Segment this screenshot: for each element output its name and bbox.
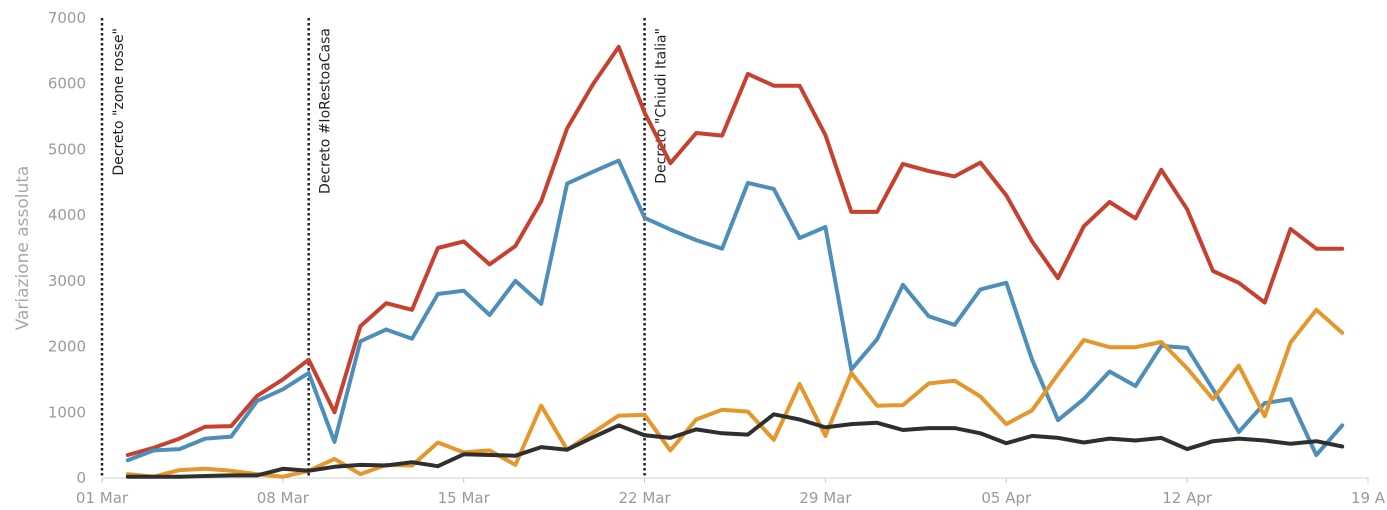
- y-tick-label: 5000: [48, 140, 86, 158]
- x-tick-label: 05 Apr: [981, 489, 1032, 507]
- series-line-2: [125, 158, 1345, 463]
- x-tick-label: 15 Mar: [438, 489, 491, 507]
- y-tick-label: 1000: [48, 403, 86, 421]
- y-axis-ticks: 0 1000 2000 3000 4000 5000 6000 7000: [48, 9, 86, 487]
- series-line-4: [125, 412, 1345, 479]
- x-tick-label: 19 A: [1351, 489, 1386, 507]
- x-axis-ticks: 01 Mar 08 Mar 15 Mar 22 Mar 29 Mar 05 Apr 12 A…: [76, 477, 1386, 507]
- annotation-label: Decreto "zone rosse": [111, 28, 127, 176]
- x-tick-label: 22 Mar: [618, 489, 671, 507]
- y-tick-label: 6000: [48, 75, 86, 93]
- series-line-1: [125, 44, 1345, 457]
- series-line-3: [125, 307, 1345, 479]
- event-annotations: Decreto "zone rosse" Decreto #IoRestoaCas…: [100, 18, 670, 478]
- y-tick-label: 2000: [48, 338, 86, 356]
- x-tick-label: 12 Apr: [1162, 489, 1213, 507]
- x-tick-label: 01 Mar: [76, 489, 129, 507]
- y-axis-label: Variazione assoluta: [13, 166, 33, 331]
- annotation-label: Decreto #IoRestoaCasa: [318, 28, 334, 194]
- annotation-label: Decreto "Chiudi Italia": [654, 28, 670, 184]
- y-tick-label: 0: [76, 469, 86, 487]
- x-tick-label: 29 Mar: [799, 489, 852, 507]
- series-lines: [125, 44, 1345, 479]
- y-tick-label: 3000: [48, 272, 86, 290]
- y-tick-label: 4000: [48, 206, 86, 224]
- y-tick-label: 7000: [48, 9, 86, 27]
- x-tick-label: 08 Mar: [257, 489, 310, 507]
